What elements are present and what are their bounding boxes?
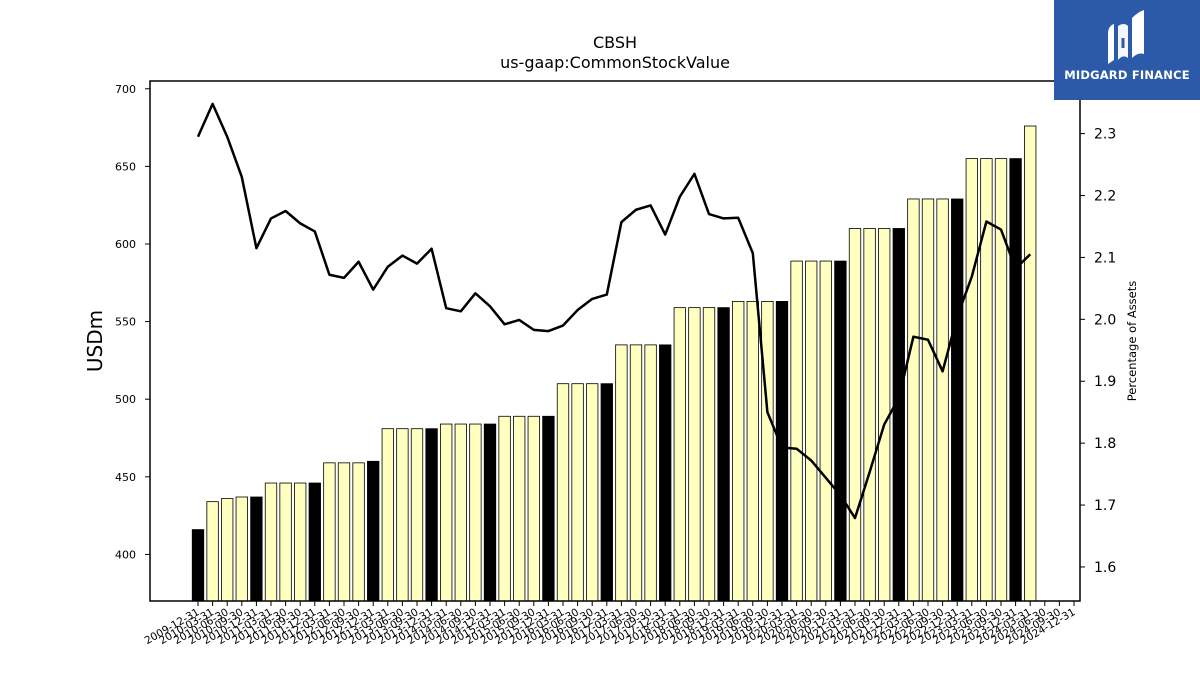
bar-2021-12-31 (892, 228, 905, 602)
bar-2020-12-31 (834, 260, 847, 602)
bar-2019-06-30 (746, 301, 759, 602)
bar-2019-03-31 (732, 301, 745, 602)
bar-2016-06-30 (571, 383, 584, 602)
y2-tick-label: 2.1 (1094, 250, 1116, 266)
y2-tick-label: 1.9 (1094, 374, 1116, 390)
bar-2016-12-31 (600, 383, 613, 602)
bar-2013-09-30 (410, 428, 424, 602)
bar-2011-12-31 (308, 482, 321, 602)
bar-2019-09-30 (761, 301, 774, 602)
bar-2010-09-30 (235, 496, 248, 602)
bar-2017-09-30 (644, 344, 657, 602)
bar-2015-03-31 (498, 415, 511, 602)
bar-2021-03-31 (848, 228, 862, 602)
bar-2018-09-30 (702, 307, 716, 602)
bar-2014-06-30 (454, 423, 467, 602)
bar-2012-12-31 (367, 460, 380, 602)
y2-tick-label: 1.7 (1094, 498, 1116, 514)
chart-subtitle: us-gaap:CommonStockValue (500, 53, 730, 72)
logo-mark-icon (1108, 10, 1144, 64)
y-tick-label: 500 (115, 393, 136, 406)
bar-2011-09-30 (294, 482, 307, 602)
y2-tick-label: 2.2 (1094, 189, 1116, 205)
chart-title: CBSH (593, 33, 637, 52)
y2-tick-label: 2.0 (1094, 312, 1116, 328)
bar-2012-03-31 (323, 462, 336, 602)
bar-2015-09-30 (527, 415, 540, 602)
bar-2014-03-31 (440, 423, 453, 602)
bar-2016-09-30 (586, 383, 599, 602)
bar-2021-06-30 (863, 228, 876, 602)
y-axis-label: USDm (83, 310, 107, 372)
y-tick-label: 450 (115, 471, 136, 484)
bar-2022-12-31 (951, 198, 964, 602)
bar-2018-06-30 (688, 307, 701, 602)
bar-2020-06-30 (805, 260, 818, 602)
plot-frame (149, 80, 1081, 602)
bar-2017-03-31 (615, 344, 628, 602)
bar-2022-09-30 (936, 198, 949, 602)
bar-2017-12-31 (659, 344, 672, 602)
y2-axis-label: Percentage of Assets (1125, 281, 1139, 402)
bar-2011-03-31 (264, 482, 278, 602)
bar-2024-03-31 (1024, 125, 1037, 602)
y-tick-label: 650 (115, 160, 136, 173)
bar-2017-06-30 (629, 344, 643, 602)
bar-2023-09-30 (994, 158, 1008, 602)
bar-2014-09-30 (469, 423, 482, 602)
bar-2020-03-31 (790, 260, 803, 602)
y2-tick-label: 1.8 (1094, 436, 1116, 452)
y-tick-label: 400 (115, 548, 136, 561)
bar-2018-03-31 (673, 307, 686, 602)
bar-2020-09-30 (819, 260, 832, 602)
logo-text: MIDGARD FINANCE (1064, 68, 1190, 82)
percentage-of-assets-line (196, 102, 1032, 520)
bar-2013-03-31 (381, 428, 394, 602)
y-tick-label: 550 (115, 316, 136, 329)
axes-layer: 400 450 500 550 600 650 700 1.6 1.7 1.8 1.9 2.0 2.1 2… (115, 80, 1116, 647)
y2-tick-label: 2.3 (1094, 127, 1116, 143)
bar-2010-03-31 (206, 501, 219, 602)
bar-2009-12-31 (191, 529, 205, 602)
bar-2023-12-31 (1009, 158, 1022, 602)
bar-2014-12-31 (483, 423, 497, 602)
y-tick-label: 600 (115, 238, 136, 251)
bar-2015-12-31 (542, 415, 555, 602)
bar-2012-09-30 (352, 462, 365, 602)
y2-tick-label: 1.6 (1094, 560, 1116, 576)
bar-2022-06-30 (921, 198, 935, 602)
line-layer (196, 102, 1032, 520)
bar-2013-12-31 (425, 428, 438, 602)
bar-2010-12-31 (250, 496, 263, 602)
bar-2016-03-31 (556, 383, 570, 602)
brand-logo: MIDGARD FINANCE (1054, 0, 1200, 100)
bar-2011-06-30 (279, 482, 292, 602)
bar-2012-06-30 (337, 462, 351, 602)
bar-2015-06-30 (513, 415, 526, 602)
bar-2018-12-31 (717, 307, 730, 602)
bars-layer (191, 125, 1037, 602)
bar-2013-06-30 (396, 428, 409, 602)
bar-2022-03-31 (907, 198, 920, 602)
bar-2023-03-31 (965, 158, 978, 602)
bar-2019-12-31 (775, 301, 789, 602)
bar-2010-06-30 (221, 498, 234, 602)
y-tick-label: 700 (115, 83, 136, 96)
